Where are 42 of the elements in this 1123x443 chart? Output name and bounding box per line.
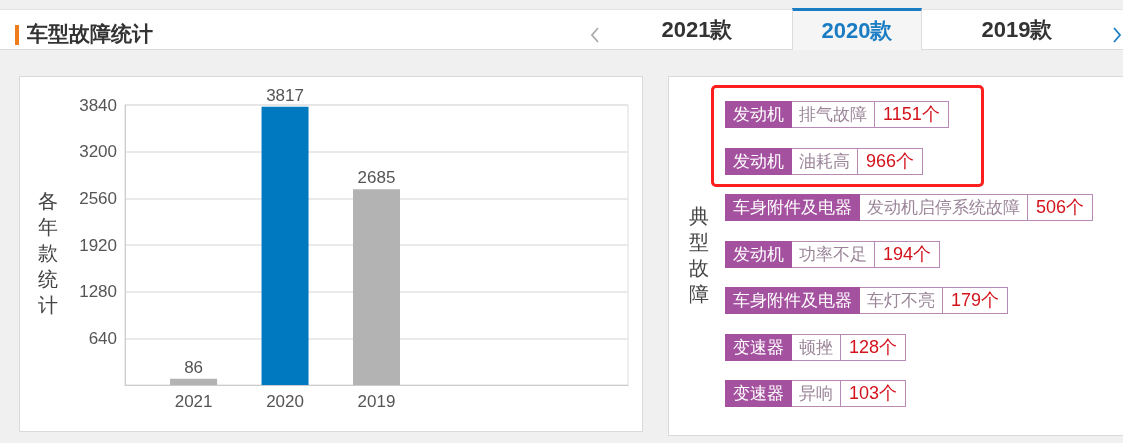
bar bbox=[353, 189, 400, 385]
text: 2020款 bbox=[792, 8, 922, 50]
text: 506个 bbox=[1036, 197, 1085, 217]
category-label: 异响 bbox=[792, 380, 841, 407]
text: 典型故障 bbox=[688, 204, 710, 307]
category-label: 油耗高 bbox=[792, 147, 858, 175]
category-label: 顿挫 bbox=[792, 333, 841, 361]
category-label: 车灯不亮 bbox=[860, 287, 943, 314]
text: 966个 bbox=[866, 150, 915, 171]
y-tick-label: 2560 bbox=[79, 188, 117, 208]
text: 179个 bbox=[951, 290, 1000, 310]
bar bbox=[261, 106, 309, 385]
category-label: 发动机启停系统故障 bbox=[860, 194, 1028, 221]
y-axis-title: 各年款统计 bbox=[37, 189, 59, 318]
y-tick-label: 1280 bbox=[79, 282, 117, 302]
category-label: 变速器 bbox=[733, 384, 784, 403]
category-label: 车身附件及电器 bbox=[733, 291, 852, 310]
x-tick-label: 2020 bbox=[266, 392, 304, 411]
category-label: 发动机 bbox=[733, 105, 784, 124]
category-label: 发动机 bbox=[733, 151, 784, 171]
y-tick-label: 3840 bbox=[79, 95, 117, 115]
text: 103个 bbox=[849, 383, 898, 403]
category-label: 功率不足 bbox=[792, 240, 875, 268]
data-label: 86 bbox=[184, 357, 204, 377]
text: 2021款 bbox=[660, 16, 734, 44]
text: 2019款 bbox=[980, 16, 1054, 44]
text: 194个 bbox=[883, 243, 932, 264]
bar bbox=[170, 378, 218, 385]
data-label: 3817 bbox=[266, 85, 304, 105]
y-tick-label: 1920 bbox=[79, 235, 117, 255]
y-tick-label: 3200 bbox=[79, 142, 117, 162]
data-label: 2685 bbox=[357, 168, 396, 188]
text: 128个 bbox=[849, 336, 898, 357]
category-label: 车身附件及电器 bbox=[733, 198, 852, 217]
category-label: 排气故障 bbox=[792, 101, 875, 128]
y-tick-label: 640 bbox=[88, 328, 117, 348]
category-label: 发动机 bbox=[733, 244, 784, 264]
category-label: 变速器 bbox=[733, 337, 784, 357]
text: 1151个 bbox=[883, 104, 940, 124]
x-tick-label: 2019 bbox=[357, 392, 396, 411]
x-tick-label: 2021 bbox=[174, 392, 213, 411]
chart-title: 车型故障统计 bbox=[27, 21, 153, 47]
